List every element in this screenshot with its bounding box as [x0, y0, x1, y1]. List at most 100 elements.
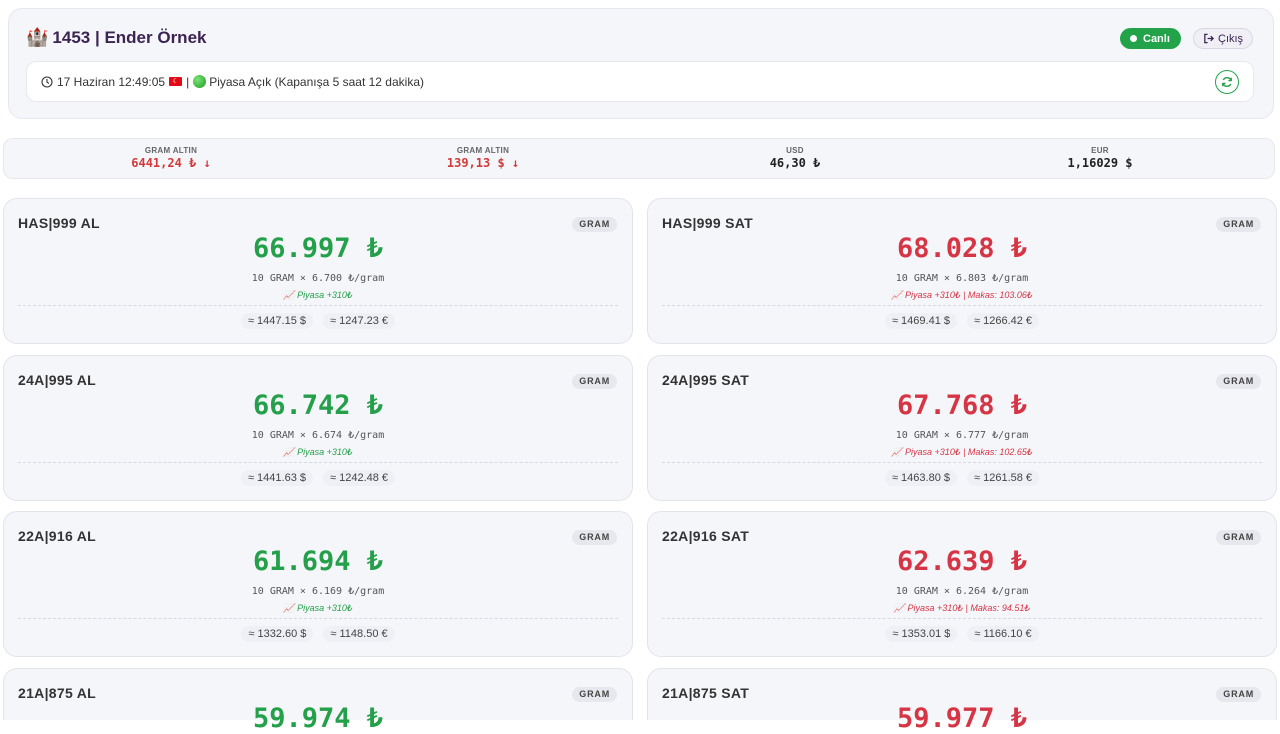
price-card-sell: 21A|875 SAT GRAM 59.977 ₺: [647, 668, 1277, 734]
conversion-row: ≈ 1441.63 $ ≈ 1242.48 €: [4, 470, 632, 486]
card-price: 66.997 ₺: [252, 233, 384, 264]
card-price: 67.768 ₺: [896, 390, 1028, 421]
conversion-row: ≈ 1353.01 $ ≈ 1166.10 €: [648, 626, 1276, 642]
turkey-flag-icon: ☾: [169, 77, 183, 86]
card-title: 24A|995 SAT: [662, 372, 750, 388]
card-calculation: 10 GRAM × 6.264 ₺/gram: [895, 586, 1029, 597]
ticker-item: GRAM ALTIN 6441,24 ₺ ↓: [91, 146, 251, 170]
price-card-buy: HAS|999 AL GRAM 66.997 ₺ 10 GRAM × 6.700…: [3, 198, 633, 344]
card-divider: [662, 462, 1262, 463]
unit-badge: GRAM: [572, 217, 617, 232]
usd-conversion: ≈ 1353.01 $: [885, 626, 958, 642]
ticker-label: GRAM ALTIN: [456, 146, 510, 155]
info-bar: 17 Haziran 12:49:05 ☾ | Piyasa Açık (Kap…: [26, 61, 1254, 102]
unit-badge: GRAM: [1216, 217, 1261, 232]
header-card: 🏰 1453 | Ender Örnek Canlı Çıkış 17 Hazi…: [8, 8, 1274, 119]
card-calculation: 10 GRAM × 6.777 ₺/gram: [895, 430, 1029, 441]
live-dot-icon: [1130, 35, 1137, 42]
usd-conversion: ≈ 1469.41 $: [884, 313, 957, 329]
datetime: 17 Haziran 12:49:05: [57, 74, 166, 89]
eur-conversion: ≈ 1242.48 €: [323, 470, 396, 486]
eur-conversion: ≈ 1261.58 €: [967, 470, 1040, 486]
market-status: Piyasa Açık (Kapanışa 5 saat 12 dakika): [209, 74, 424, 89]
conversion-row: ≈ 1463.80 $ ≈ 1261.58 €: [648, 470, 1276, 486]
card-market-note: 📈 Piyasa +310₺ | Makas: 103.06₺: [891, 290, 1033, 300]
castle-icon: 🏰: [26, 27, 49, 47]
unit-badge: GRAM: [572, 530, 617, 545]
card-market-note: 📈 Piyasa +310₺ | Makas: 94.51₺: [893, 603, 1031, 613]
card-divider: [18, 618, 618, 619]
card-market-note: 📈 Piyasa +310₺: [283, 290, 353, 300]
price-card-buy: 21A|875 AL GRAM 59.974 ₺: [3, 668, 633, 734]
logout-button[interactable]: Çıkış: [1193, 28, 1254, 49]
eur-conversion: ≈ 1166.10 €: [967, 626, 1039, 642]
clock-icon: [41, 75, 53, 88]
eur-conversion: ≈ 1148.50 €: [323, 626, 395, 642]
unit-badge: GRAM: [572, 374, 617, 389]
conversion-row: ≈ 1447.15 $ ≈ 1247.23 €: [4, 313, 632, 329]
card-title: 22A|916 AL: [18, 528, 96, 544]
ticker-item: EUR 1,16029 $: [1020, 146, 1180, 170]
ticker-value: 6441,24 ₺ ↓: [131, 156, 211, 170]
refresh-icon: [1222, 77, 1232, 87]
card-calculation: 10 GRAM × 6.674 ₺/gram: [251, 430, 385, 441]
price-card-buy: 24A|995 AL GRAM 66.742 ₺ 10 GRAM × 6.674…: [3, 355, 633, 501]
card-price: 62.639 ₺: [896, 546, 1028, 577]
usd-conversion: ≈ 1463.80 $: [884, 470, 957, 486]
card-divider: [18, 305, 618, 306]
price-card-buy: 22A|916 AL GRAM 61.694 ₺ 10 GRAM × 6.169…: [3, 511, 633, 657]
ticker-value: 46,30 ₺: [769, 156, 821, 170]
conversion-row: ≈ 1469.41 $ ≈ 1266.42 €: [648, 313, 1276, 329]
ticker-value: 1,16029 $: [1067, 156, 1133, 170]
ticker-item: USD 46,30 ₺: [715, 146, 875, 170]
card-title: 24A|995 AL: [18, 372, 96, 388]
card-price: 59.977 ₺: [896, 703, 1028, 734]
card-calculation: 10 GRAM × 6.169 ₺/gram: [251, 586, 385, 597]
brand: 🏰 1453 | Ender Örnek: [26, 27, 206, 48]
unit-badge: GRAM: [1216, 374, 1261, 389]
card-market-note: 📈 Piyasa +310₺: [283, 603, 353, 613]
card-title: HAS|999 SAT: [662, 215, 753, 231]
card-market-note: 📈 Piyasa +310₺: [283, 447, 353, 457]
ticker-item: GRAM ALTIN 139,13 $ ↓: [403, 146, 563, 170]
ticker-label: USD: [786, 146, 804, 155]
price-card-sell: HAS|999 SAT GRAM 68.028 ₺ 10 GRAM × 6.80…: [647, 198, 1277, 344]
card-price: 66.742 ₺: [252, 390, 384, 421]
price-card-sell: 24A|995 SAT GRAM 67.768 ₺ 10 GRAM × 6.77…: [647, 355, 1277, 501]
logout-label: Çıkış: [1218, 32, 1244, 45]
refresh-button[interactable]: [1215, 70, 1239, 94]
conversion-row: ≈ 1332.60 $ ≈ 1148.50 €: [4, 626, 632, 642]
ticker-value: 139,13 $ ↓: [446, 156, 520, 170]
unit-badge: GRAM: [1216, 687, 1261, 702]
page-title: 1453 | Ender Örnek: [52, 27, 207, 47]
card-price: 61.694 ₺: [252, 546, 384, 577]
card-market-note: 📈 Piyasa +310₺ | Makas: 102.65₺: [891, 447, 1033, 457]
usd-conversion: ≈ 1332.60 $: [241, 626, 314, 642]
eur-conversion: ≈ 1266.42 €: [967, 313, 1040, 329]
green-circle-icon: [193, 75, 207, 88]
card-price: 59.974 ₺: [252, 703, 384, 734]
card-title: 22A|916 SAT: [662, 528, 750, 544]
price-card-sell: 22A|916 SAT GRAM 62.639 ₺ 10 GRAM × 6.26…: [647, 511, 1277, 657]
usd-conversion: ≈ 1441.63 $: [240, 470, 313, 486]
card-title: 21A|875 SAT: [662, 685, 750, 701]
unit-badge: GRAM: [572, 687, 617, 702]
usd-conversion: ≈ 1447.15 $: [240, 313, 313, 329]
card-calculation: 10 GRAM × 6.700 ₺/gram: [251, 273, 385, 284]
ticker-label: GRAM ALTIN: [144, 146, 198, 155]
live-status-badge: Canlı: [1120, 28, 1181, 49]
card-calculation: 10 GRAM × 6.803 ₺/gram: [895, 273, 1029, 284]
card-title: HAS|999 AL: [18, 215, 100, 231]
separator: |: [186, 74, 190, 89]
card-divider: [18, 462, 618, 463]
live-label: Canlı: [1143, 32, 1170, 45]
price-ticker: GRAM ALTIN 6441,24 ₺ ↓ GRAM ALTIN 139,13…: [3, 138, 1275, 179]
eur-conversion: ≈ 1247.23 €: [323, 313, 396, 329]
ticker-label: EUR: [1091, 146, 1109, 155]
logout-icon: [1204, 33, 1214, 44]
card-divider: [662, 305, 1262, 306]
card-title: 21A|875 AL: [18, 685, 96, 701]
card-divider: [662, 618, 1262, 619]
card-price: 68.028 ₺: [896, 233, 1028, 264]
unit-badge: GRAM: [1216, 530, 1261, 545]
